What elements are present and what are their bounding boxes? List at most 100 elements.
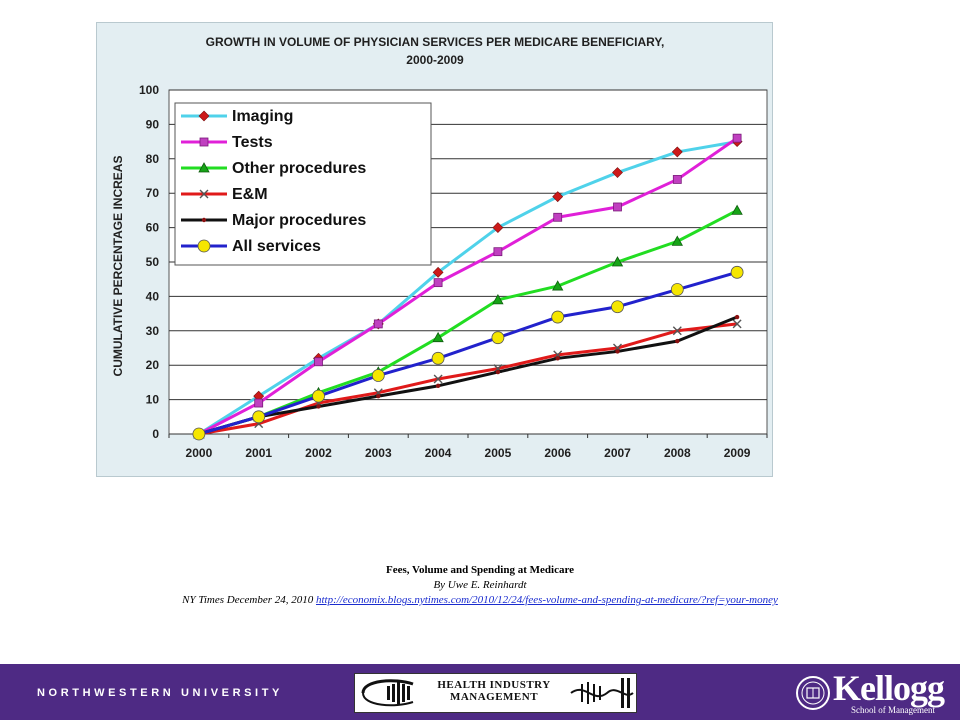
data-point bbox=[432, 331, 444, 343]
citation-title: Fees, Volume and Spending at Medicare bbox=[385, 564, 575, 576]
hm-logo-graphic-icon bbox=[361, 678, 634, 708]
data-point bbox=[199, 137, 209, 147]
data-point bbox=[491, 331, 505, 345]
data-point bbox=[612, 167, 623, 178]
data-point bbox=[555, 356, 560, 361]
hm-logo-text-line1: HEALTH INDUSTRY bbox=[437, 679, 551, 691]
legend-label: E&M bbox=[232, 186, 268, 203]
chart-title-line2: 2000-2009 bbox=[406, 53, 464, 67]
series-line bbox=[198, 136, 738, 436]
y-tick-label: 40 bbox=[146, 289, 160, 303]
data-point bbox=[730, 265, 744, 279]
data-point bbox=[671, 146, 683, 158]
x-tick-label: 2002 bbox=[305, 446, 332, 460]
series-line bbox=[198, 315, 738, 436]
hm-logo-text: HEALTH INDUSTRY MANAGEMENT bbox=[419, 679, 569, 703]
health-industry-management-logo: HEALTH INDUSTRY MANAGEMENT bbox=[354, 673, 637, 713]
y-tick-label: 80 bbox=[146, 152, 160, 166]
y-tick-label: 90 bbox=[146, 117, 160, 131]
northwestern-seal-icon bbox=[796, 676, 830, 710]
kellogg-subtitle: School of Management bbox=[851, 705, 935, 715]
citation: Fees, Volume and Spending at Medicare By… bbox=[0, 563, 960, 608]
series-line bbox=[198, 140, 738, 436]
data-point bbox=[373, 319, 383, 329]
line-chart: GROWTH IN VOLUME OF PHYSICIAN SERVICES P… bbox=[111, 35, 768, 460]
chart-panel: GROWTH IN VOLUME OF PHYSICIAN SERVICES P… bbox=[96, 22, 773, 477]
axes: 0 10 20 30 40 50 60 70 80 90 100 2000 2001 2002 2003 20… bbox=[139, 83, 768, 460]
legend-label: Imaging bbox=[232, 108, 293, 125]
footer-bar: NORTHWESTERN UNIVERSITY HEALTH INDUSTRY … bbox=[0, 664, 960, 720]
data-point bbox=[611, 256, 624, 267]
data-point bbox=[493, 247, 503, 257]
data-point bbox=[552, 191, 564, 203]
x-tick-label: 2008 bbox=[664, 446, 691, 460]
data-point bbox=[199, 189, 209, 199]
hm-logo-text-line2: MANAGEMENT bbox=[449, 691, 539, 703]
data-point bbox=[252, 410, 266, 424]
data-point bbox=[611, 300, 624, 314]
data-point bbox=[198, 162, 210, 173]
y-axis-label: CUMULATIVE PERCENTAGE INCREAS bbox=[111, 156, 125, 377]
data-point bbox=[672, 175, 682, 184]
data-point bbox=[492, 222, 504, 234]
chart-title-line1: GROWTH IN VOLUME OF PHYSICIAN SERVICES P… bbox=[206, 35, 665, 49]
y-tick-label: 70 bbox=[146, 186, 160, 200]
series-line bbox=[198, 322, 738, 436]
citation-source-line: NY Times December 24, 2010 http://econom… bbox=[0, 593, 960, 608]
data-point bbox=[371, 369, 385, 382]
data-point bbox=[553, 212, 563, 222]
kellogg-wordmark: Kellogg bbox=[833, 668, 945, 708]
data-point bbox=[671, 235, 683, 246]
data-point bbox=[432, 266, 444, 278]
data-point bbox=[734, 314, 740, 320]
x-tick-label: 2001 bbox=[245, 446, 272, 460]
citation-author: By Uwe E. Reinhardt bbox=[433, 579, 527, 591]
data-point bbox=[312, 389, 325, 403]
x-tick-label: 2005 bbox=[485, 446, 512, 460]
data-point bbox=[732, 319, 742, 329]
legend: Imaging Tests Other procedures E&M Major pro… bbox=[174, 102, 432, 266]
data-point bbox=[731, 204, 743, 215]
legend-box bbox=[174, 102, 432, 266]
series-line bbox=[198, 270, 738, 436]
x-tick-label: 2006 bbox=[544, 446, 571, 460]
data-point bbox=[435, 383, 441, 389]
data-point bbox=[197, 239, 211, 253]
data-point bbox=[433, 278, 443, 288]
legend-label: Other procedures bbox=[232, 160, 366, 177]
series bbox=[192, 133, 744, 441]
data-point bbox=[192, 427, 206, 441]
data-point bbox=[433, 374, 443, 384]
data-point bbox=[492, 294, 504, 305]
data-point bbox=[732, 133, 742, 143]
data-point bbox=[201, 217, 207, 223]
data-point bbox=[672, 326, 682, 336]
y-tick-label: 50 bbox=[146, 255, 160, 269]
data-point bbox=[314, 357, 323, 367]
data-point bbox=[316, 404, 321, 409]
data-point bbox=[552, 280, 564, 291]
data-point bbox=[495, 369, 501, 375]
x-tick-label: 2003 bbox=[365, 446, 392, 460]
x-tick-label: 2009 bbox=[724, 446, 751, 460]
legend-label: Tests bbox=[232, 134, 273, 151]
data-point bbox=[198, 110, 210, 122]
legend-label: All services bbox=[232, 238, 321, 255]
y-tick-label: 30 bbox=[146, 324, 160, 338]
y-tick-label: 60 bbox=[146, 221, 160, 235]
data-point bbox=[613, 202, 622, 212]
x-tick-label: 2004 bbox=[425, 446, 452, 460]
citation-source: NY Times December 24, 2010 bbox=[182, 594, 316, 606]
y-tick-label: 0 bbox=[152, 427, 159, 441]
series-line bbox=[198, 209, 738, 436]
x-tick-label: 2007 bbox=[604, 446, 631, 460]
citation-link[interactable]: http://economix.blogs.nytimes.com/2010/1… bbox=[315, 594, 778, 606]
data-point bbox=[551, 310, 565, 324]
data-point bbox=[675, 338, 680, 344]
data-point bbox=[615, 349, 620, 354]
data-point bbox=[254, 398, 264, 408]
data-point bbox=[431, 351, 445, 365]
y-tick-label: 100 bbox=[139, 83, 159, 97]
legend-label: Major procedures bbox=[232, 212, 366, 229]
y-tick-label: 20 bbox=[146, 358, 160, 372]
